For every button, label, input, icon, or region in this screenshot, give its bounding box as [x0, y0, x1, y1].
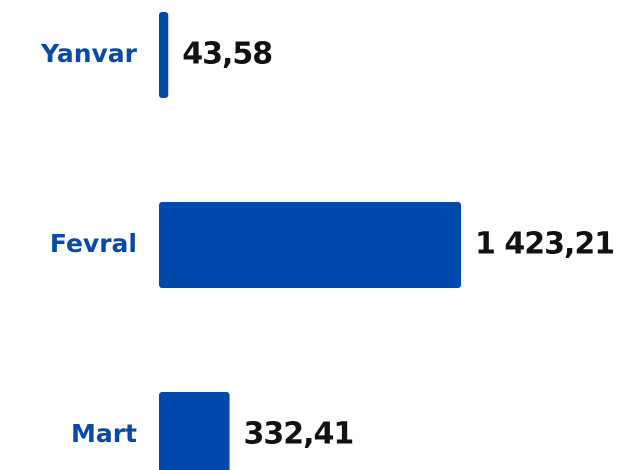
bar — [159, 392, 230, 470]
bar — [159, 202, 461, 288]
value-label: 1 423,21 — [475, 227, 614, 262]
value-label: 332,41 — [244, 417, 354, 452]
category-label: Fevral — [50, 229, 137, 258]
value-label: 43,58 — [182, 37, 272, 72]
category-label: Mart — [71, 419, 137, 448]
bar — [159, 12, 169, 98]
category-label: Yanvar — [40, 39, 138, 68]
